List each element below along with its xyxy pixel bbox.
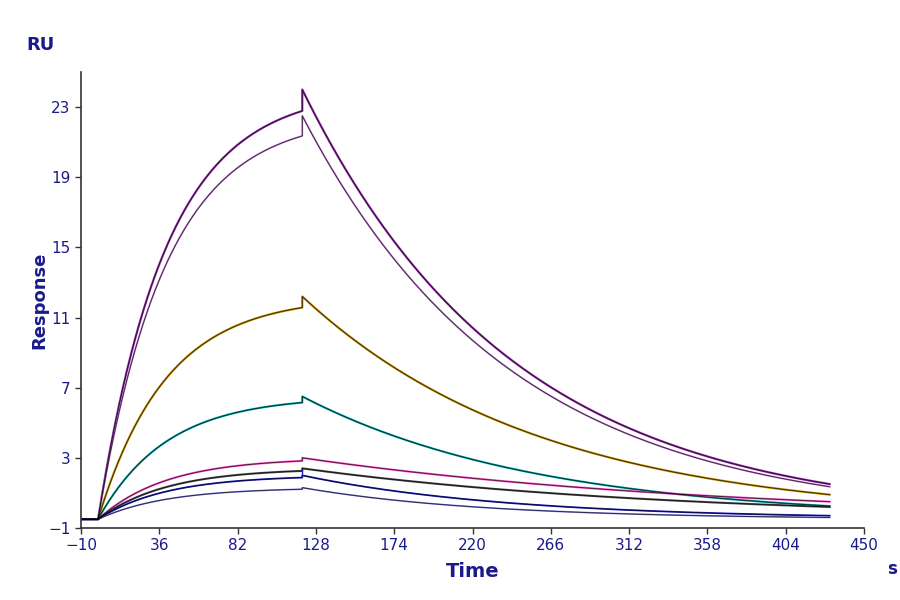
Text: s: s xyxy=(887,560,897,578)
X-axis label: Time: Time xyxy=(446,562,500,581)
Y-axis label: Response: Response xyxy=(31,251,49,349)
Text: RU: RU xyxy=(26,35,54,53)
